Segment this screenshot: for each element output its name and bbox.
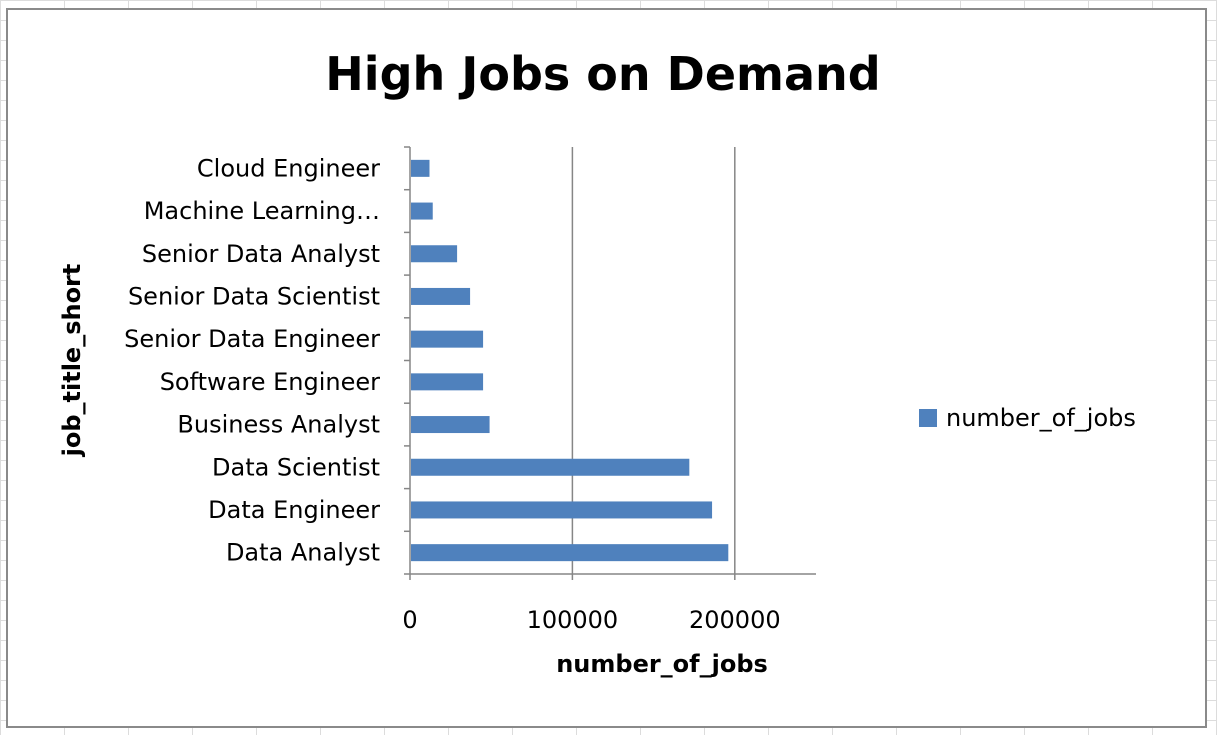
bar-data-engineer[interactable] <box>411 501 713 519</box>
category-label: Machine Learning… <box>144 197 380 225</box>
category-label: Business Analyst <box>177 411 380 439</box>
category-label: Cloud Engineer <box>197 154 380 182</box>
x-tick-label: 200000 <box>689 606 781 634</box>
category-label: Software Engineer <box>160 368 380 396</box>
bar-senior-data-scientist[interactable] <box>411 287 471 305</box>
legend-label: number_of_jobs <box>946 404 1136 432</box>
chart-area[interactable] <box>6 8 1207 728</box>
bar-machine-learning[interactable] <box>411 202 433 220</box>
x-axis-title: number_of_jobs <box>556 650 768 678</box>
bar-data-analyst[interactable] <box>411 544 729 562</box>
x-tick-label: 100000 <box>527 606 619 634</box>
bar-software-engineer[interactable] <box>411 373 484 391</box>
bar-senior-data-engineer[interactable] <box>411 330 484 348</box>
chart-title: High Jobs on Demand <box>325 47 880 101</box>
bar-business-analyst[interactable] <box>411 416 490 434</box>
x-tick-label: 0 <box>402 606 417 634</box>
category-label: Senior Data Scientist <box>128 282 380 310</box>
category-label: Data Analyst <box>226 539 380 567</box>
category-label: Senior Data Analyst <box>142 240 380 268</box>
category-label: Senior Data Engineer <box>124 325 380 353</box>
legend-swatch <box>919 409 937 427</box>
category-label: Data Scientist <box>212 453 380 481</box>
bar-cloud-engineer[interactable] <box>411 159 430 177</box>
y-axis-title: job_title_short <box>58 264 86 458</box>
bar-senior-data-analyst[interactable] <box>411 245 458 263</box>
legend: number_of_jobs <box>919 404 1136 432</box>
category-label: Data Engineer <box>208 496 380 524</box>
bar-data-scientist[interactable] <box>411 458 690 476</box>
